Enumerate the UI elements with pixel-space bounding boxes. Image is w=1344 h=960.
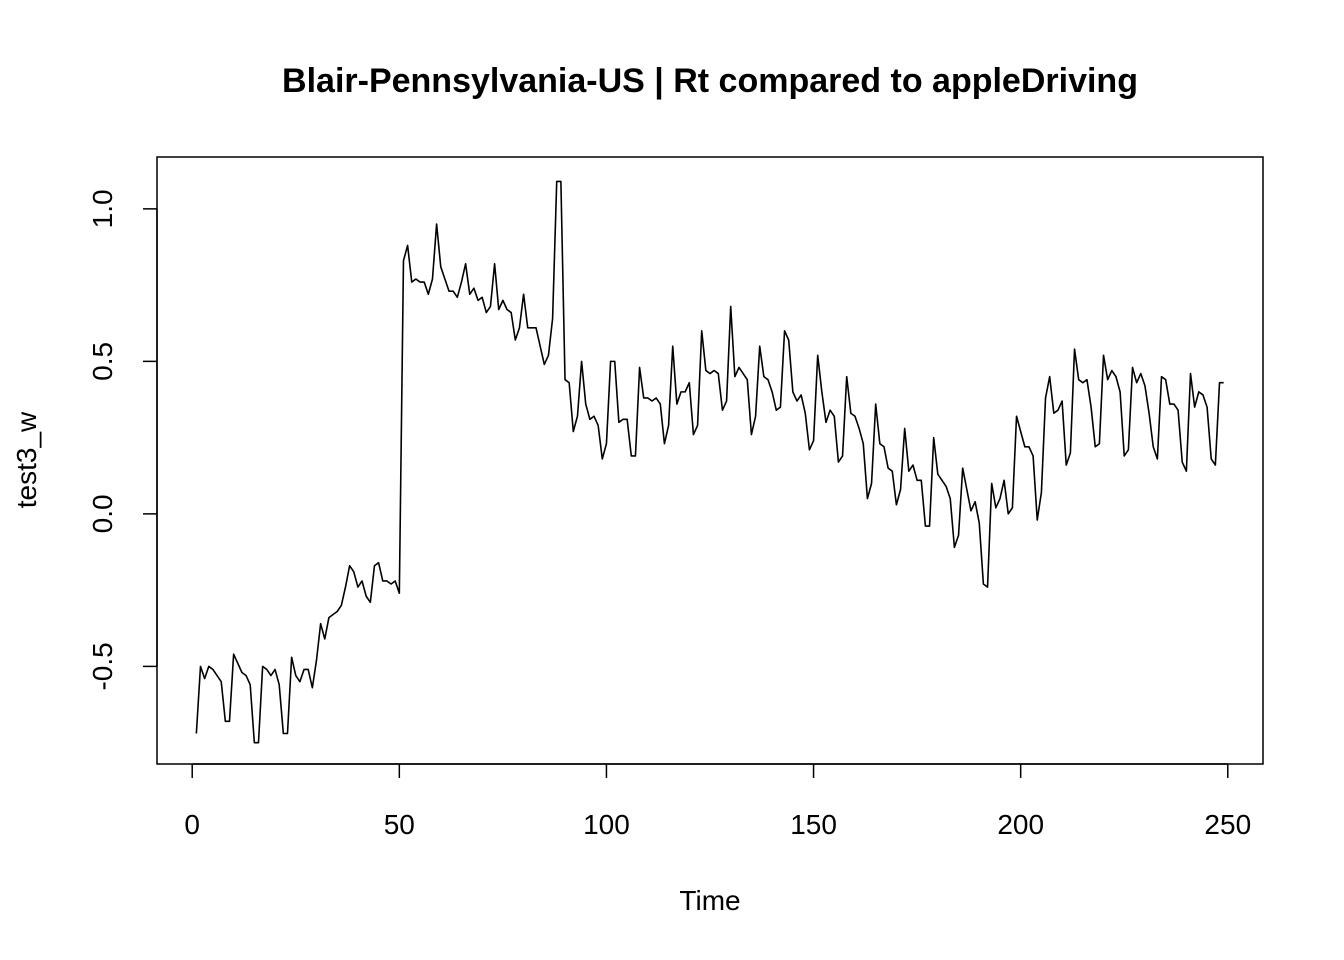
series-group xyxy=(195,180,1224,744)
x-tick-label: 100 xyxy=(583,809,630,840)
x-axis: 0 50 100 150 200 250 xyxy=(184,763,1251,840)
y-tick-label: -0.5 xyxy=(87,642,118,690)
x-tick-label: 200 xyxy=(997,809,1044,840)
series-line xyxy=(195,180,1224,744)
x-tick-label: 150 xyxy=(790,809,837,840)
y-axis-label: test3_w xyxy=(11,411,42,508)
plot-area-box xyxy=(156,156,1264,765)
y-axis: -0.5 0.0 0.5 1.0 xyxy=(87,189,158,691)
x-tick-label: 50 xyxy=(384,809,415,840)
y-tick-label: 0.5 xyxy=(87,342,118,381)
y-tick-label: 0.0 xyxy=(87,494,118,533)
x-tick-label: 0 xyxy=(184,809,200,840)
chart-title: Blair-Pennsylvania-US | Rt compared to a… xyxy=(282,62,1138,100)
y-tick-label: 1.0 xyxy=(87,189,118,228)
x-axis-label: Time xyxy=(679,885,740,916)
x-tick-label: 250 xyxy=(1204,809,1251,840)
